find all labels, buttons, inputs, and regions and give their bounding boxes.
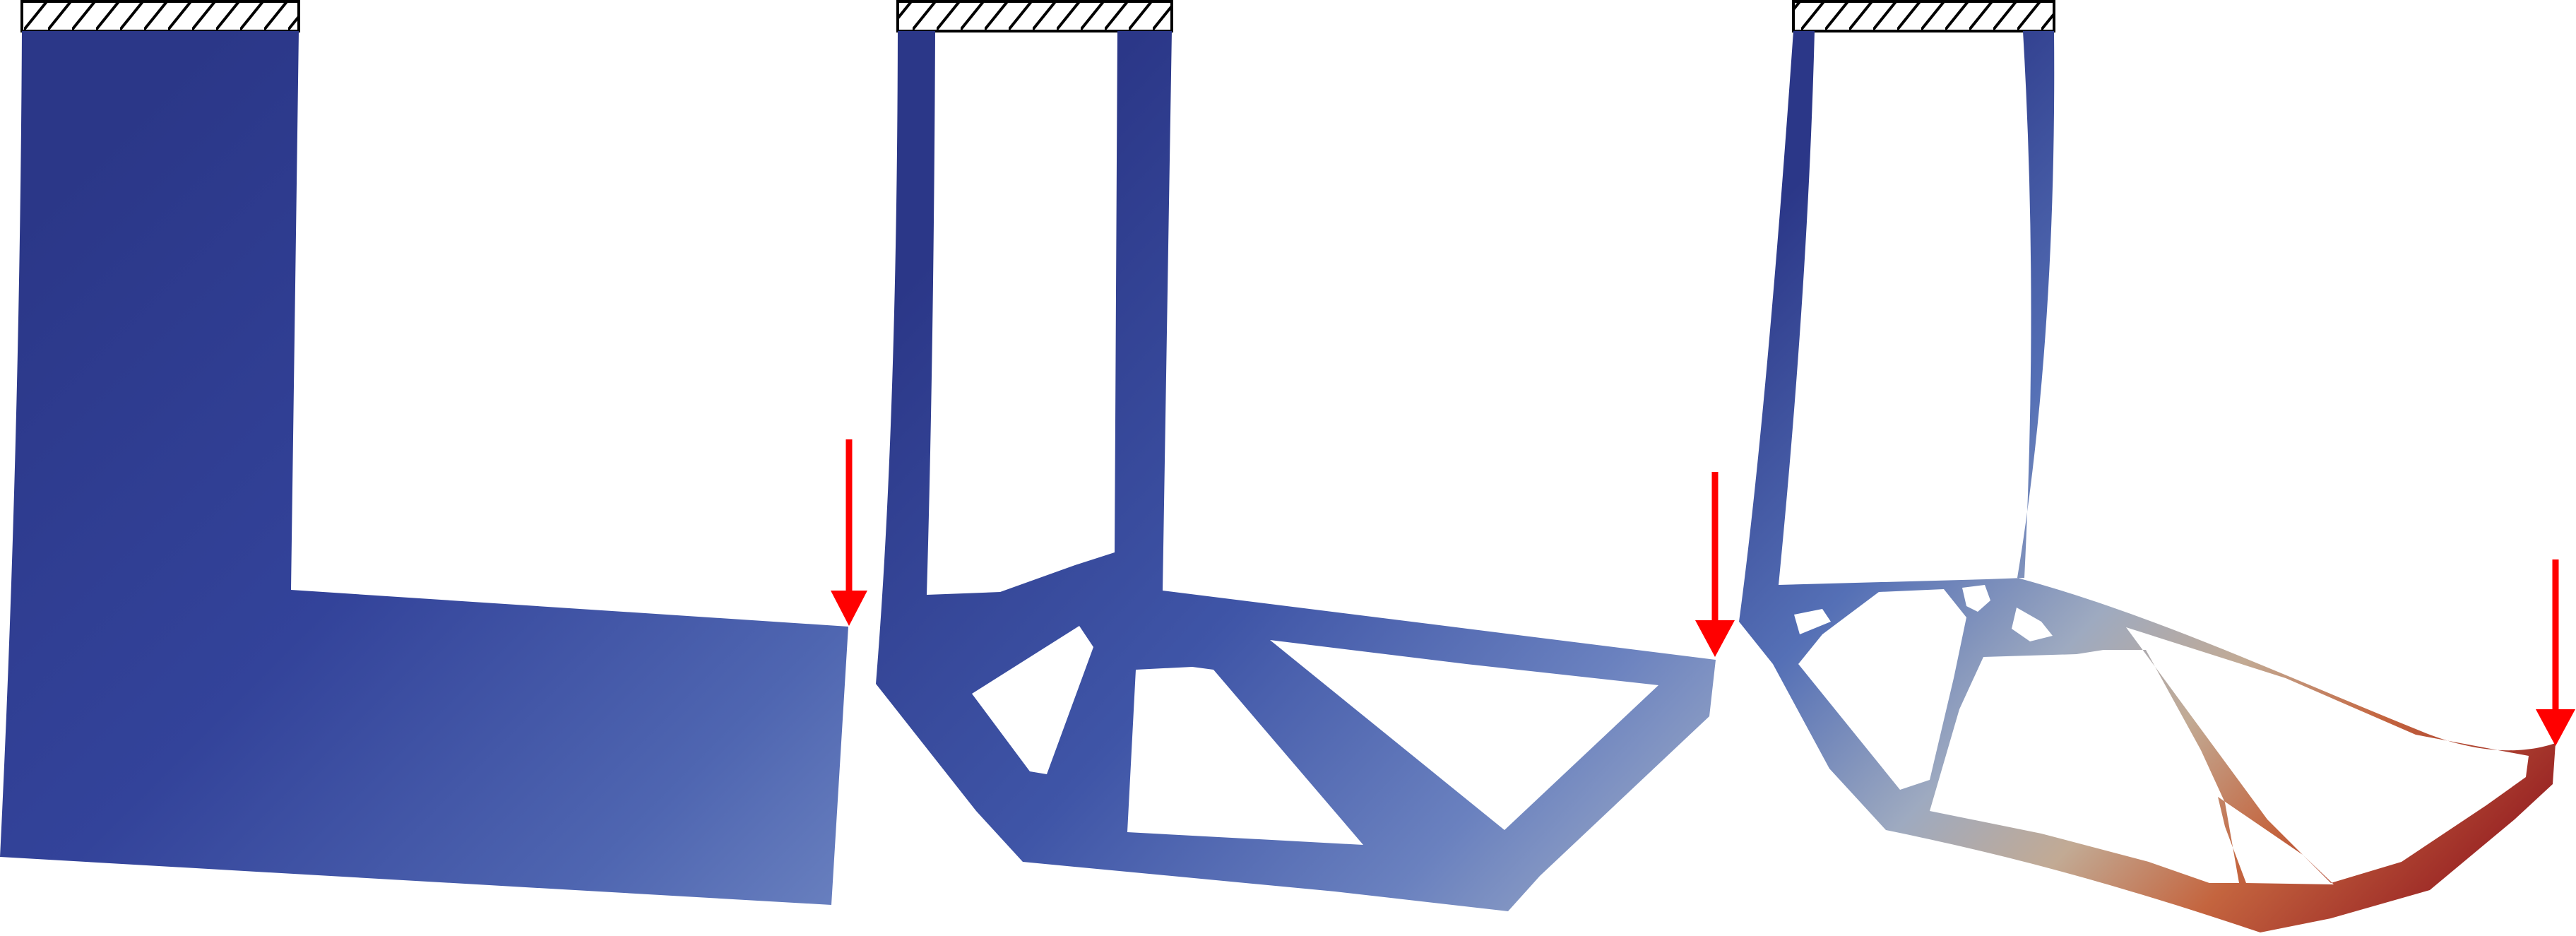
load-arrow-icon bbox=[1695, 472, 1735, 657]
optimized-bracket-low bbox=[876, 31, 1716, 911]
support-hatch-icon bbox=[1792, 0, 2055, 32]
load-arrow-icon bbox=[831, 439, 867, 626]
support-hatch-icon bbox=[896, 0, 1173, 32]
panel-optimized-design-low bbox=[876, 0, 1735, 911]
optimized-bracket-high bbox=[1739, 31, 2556, 932]
load-arrow-icon bbox=[2536, 559, 2575, 746]
panel-optimized-design-high bbox=[1739, 0, 2575, 932]
support-hatch-icon bbox=[20, 0, 300, 32]
solid-l-bracket bbox=[0, 31, 848, 905]
panel-full-design-domain bbox=[0, 0, 867, 905]
